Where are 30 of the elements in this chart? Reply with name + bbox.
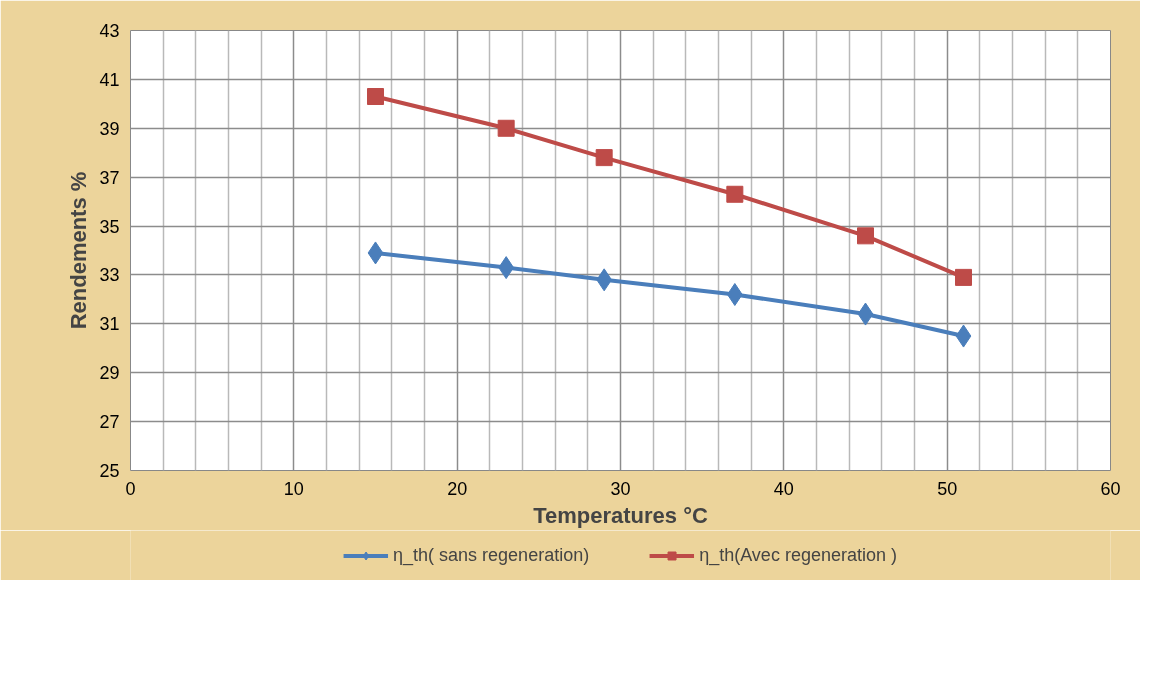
x-axis-title: Temperatures °C <box>533 502 708 528</box>
point <box>497 119 515 137</box>
y-tick-label: 39 <box>99 118 120 139</box>
point <box>595 149 613 167</box>
point <box>955 324 972 348</box>
y-tick-label: 33 <box>99 265 120 286</box>
y-tick-label: 37 <box>99 167 120 188</box>
point <box>726 185 744 203</box>
y-axis-title: Rendements % <box>66 171 92 330</box>
y-tick-label: 41 <box>99 69 120 90</box>
y-tick-label: 31 <box>99 314 120 335</box>
y-tick-label: 29 <box>99 363 120 384</box>
point <box>367 88 384 105</box>
point <box>857 302 874 326</box>
x-tick-label: 10 <box>283 478 304 499</box>
x-tick-label: 30 <box>610 478 631 499</box>
x-tick-label: 0 <box>125 478 136 499</box>
x-tick-label: 50 <box>937 478 958 499</box>
y-tick-label: 35 <box>99 216 120 237</box>
point <box>367 241 384 265</box>
legend-label: η_th( sans regeneration) <box>393 544 590 566</box>
point <box>857 227 874 245</box>
y-tick-label: 25 <box>99 461 120 481</box>
point <box>955 268 972 286</box>
legend-label: η_th(Avec regeneration ) <box>699 544 897 566</box>
x-tick-label: 60 <box>1100 478 1121 499</box>
x-tick-label: 20 <box>447 478 468 499</box>
y-tick-label: 43 <box>99 21 120 41</box>
x-tick-label: 40 <box>773 478 794 499</box>
y-tick-label: 27 <box>99 412 120 433</box>
